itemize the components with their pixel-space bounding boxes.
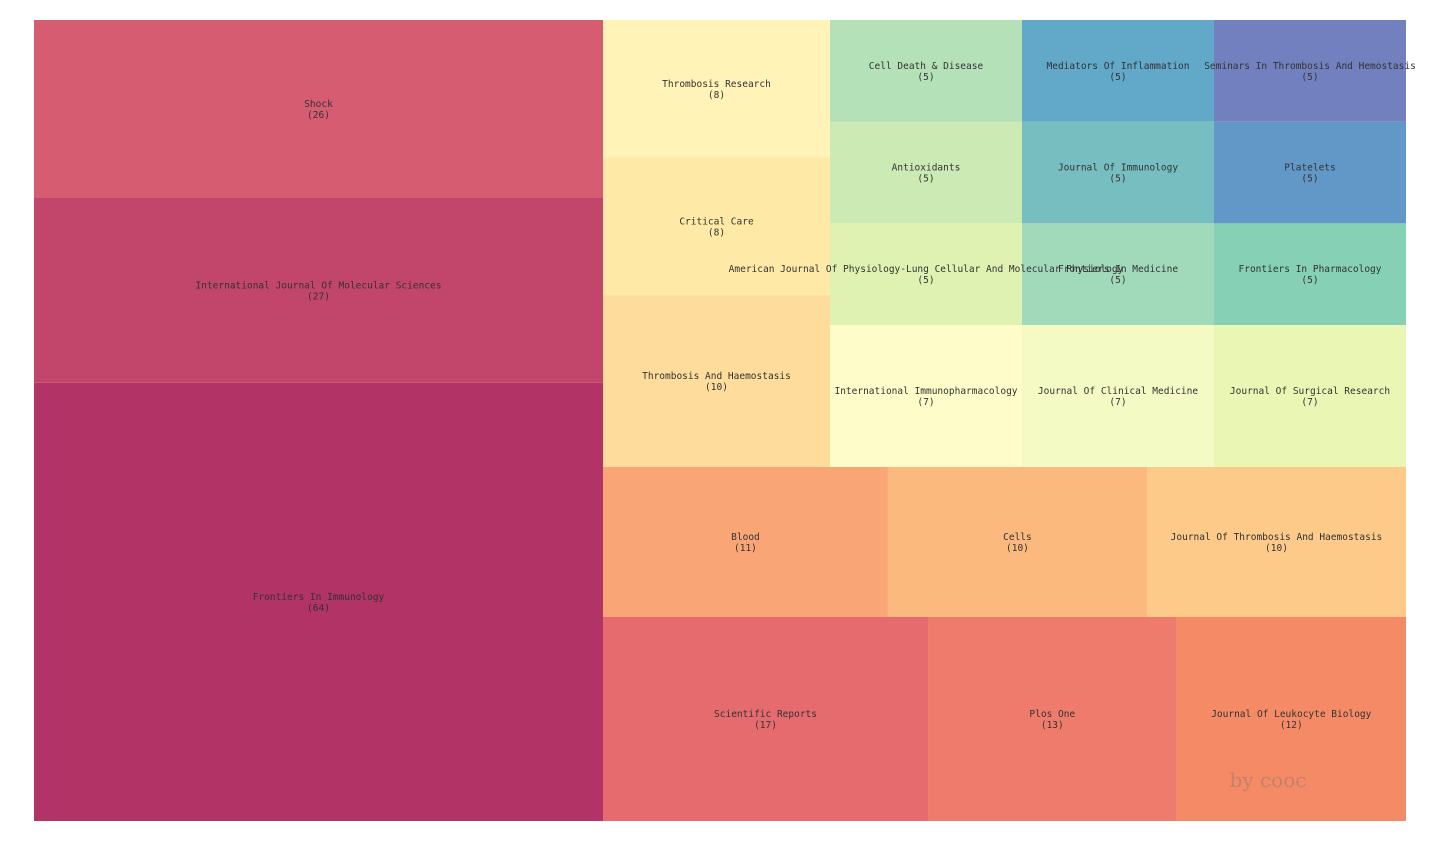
tile-value: (5) [1109,72,1126,83]
tile-value: (10) [1006,543,1029,554]
tile-name: International Journal Of Molecular Scien… [196,280,442,291]
tile-label: Shock (26) [304,99,333,121]
tile-value: (8) [708,90,725,101]
tile-value: (10) [1265,543,1288,554]
tile-name: Journal Of Immunology [1058,163,1178,174]
tile-name: Platelets [1284,163,1335,174]
tile-name: International Immunopharmacology [834,386,1017,397]
tile-name: Plos One [1029,709,1075,720]
tile-label: Mediators Of Inflammation (5) [1047,61,1190,83]
tile-label: Thrombosis Research (8) [662,79,771,101]
tile-label: Journal Of Thrombosis And Haemostasis (10… [1171,532,1383,554]
tile-value: (13) [1041,720,1064,731]
treemap-tile [830,121,1022,224]
treemap-tile [34,382,603,821]
treemap-tiles: Frontiers In Immunology (64) International… [34,20,1416,821]
tile-value: (5) [917,72,934,83]
treemap-tile [603,157,830,296]
tile-value: (7) [1301,397,1318,408]
treemap-tile [34,20,603,198]
tile-value: (5) [1109,174,1126,185]
tile-name: American Journal Of Physiology-Lung Cell… [729,264,1124,275]
tile-value: (27) [307,291,330,302]
treemap-tile [1022,20,1214,122]
tile-label: Journal Of Clinical Medicine (7) [1038,386,1198,408]
tile-label: American Journal Of Physiology-Lung Cell… [729,264,1124,286]
tile-label: Cell Death & Disease (5) [869,61,984,83]
treemap-tile [603,295,830,467]
tile-value: (5) [917,275,934,286]
tile-value: (26) [307,110,330,121]
tile-name: Critical Care [679,216,754,227]
tile-value: (10) [705,382,728,393]
tile-name: Frontiers In Immunology [253,592,385,603]
tile-value: (8) [708,227,725,238]
tile-label: Plos One (13) [1029,709,1075,731]
tile-label: Platelets (5) [1284,163,1335,185]
tile-value: (7) [1109,397,1126,408]
tile-value: (5) [1301,275,1318,286]
tile-name: Cell Death & Disease [869,61,984,72]
tile-label: Frontiers In Immunology (64) [253,592,385,614]
tile-label: Journal Of Leukocyte Biology (12) [1211,709,1371,731]
treemap-tile [34,198,603,383]
tile-name: Journal Of Surgical Research [1230,386,1390,397]
tile-value: (5) [917,174,934,185]
tile-value: (5) [1301,72,1318,83]
treemap-tile [1022,325,1214,467]
treemap-tile [603,20,830,158]
tile-label: International Immunopharmacology (7) [834,386,1017,408]
tile-label: Antioxidants (5) [892,163,961,185]
tile-label: Journal Of Immunology (5) [1058,163,1178,185]
treemap-tile [603,467,888,617]
tile-label: Frontiers In Medicine (5) [1058,264,1178,286]
treemap-tile [830,20,1022,122]
tile-value: (5) [1109,275,1126,286]
tile-value: (7) [917,397,934,408]
tile-name: Frontiers In Medicine [1058,264,1178,275]
treemap-tile [1214,223,1406,325]
treemap-tile [1146,467,1406,617]
tile-value: (64) [307,603,330,614]
treemap-tile [1214,121,1406,224]
tile-name: Cells [1003,532,1032,543]
treemap-tile [830,325,1022,467]
tile-label: Scientific Reports (17) [714,709,817,731]
tile-name: Thrombosis Research [662,79,771,90]
treemap-tile [1214,325,1406,467]
treemap-tile [887,467,1147,617]
tile-name: Journal Of Thrombosis And Haemostasis [1171,532,1383,543]
tile-name: Journal Of Leukocyte Biology [1211,709,1371,720]
tile-name: Blood [731,532,760,543]
tile-name: Journal Of Clinical Medicine [1038,386,1198,397]
treemap-tile [1176,617,1406,821]
tile-label: Journal Of Surgical Research (7) [1230,386,1390,408]
tile-name: Mediators Of Inflammation [1047,61,1190,72]
watermark-text: by cooc [1230,768,1307,792]
treemap-tile [830,223,1022,325]
tile-name: Shock [304,99,333,110]
tile-label: Seminars In Thrombosis And Hemostasis (5) [1204,61,1416,83]
treemap-tile [603,617,929,821]
tile-label: Cells (10) [1003,532,1032,554]
tile-value: (12) [1280,720,1303,731]
tile-name: Frontiers In Pharmacology [1239,264,1382,275]
treemap-tile [1022,223,1214,325]
tile-value: (11) [734,543,757,554]
tile-value: (17) [754,720,777,731]
treemap-tile [1022,121,1214,224]
tile-value: (5) [1301,174,1318,185]
tile-name: Antioxidants [892,163,961,174]
treemap-tile [928,617,1177,821]
tile-name: Scientific Reports [714,709,817,720]
tile-label: Frontiers In Pharmacology (5) [1239,264,1382,286]
tile-name: Seminars In Thrombosis And Hemostasis [1204,61,1416,72]
tile-name: Thrombosis And Haemostasis [642,371,791,382]
treemap-tile [1214,20,1406,122]
tile-label: Thrombosis And Haemostasis (10) [642,371,791,393]
tile-label: International Journal Of Molecular Scien… [196,280,442,302]
tile-label: Blood (11) [731,532,760,554]
tile-label: Critical Care (8) [679,216,754,238]
